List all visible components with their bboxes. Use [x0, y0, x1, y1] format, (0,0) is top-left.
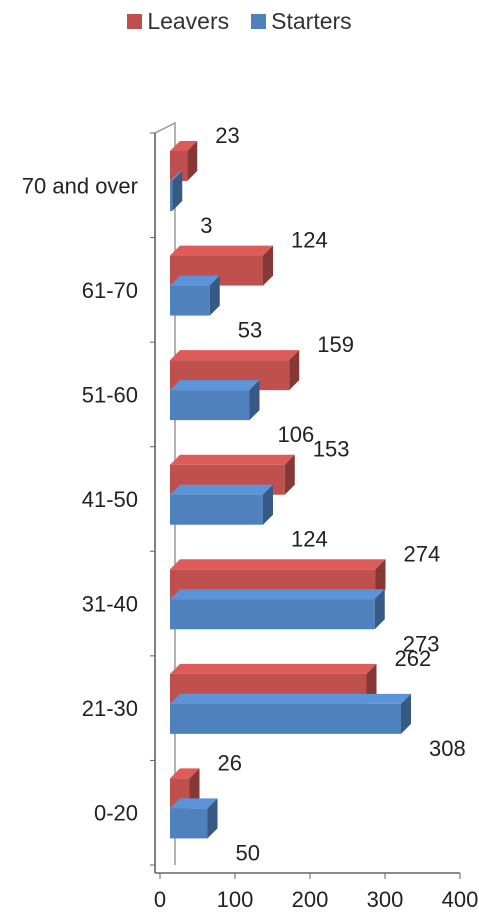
bar-top-leavers [170, 141, 198, 151]
data-label-leavers: 159 [317, 332, 354, 357]
bar-side-starters [249, 380, 260, 421]
data-label-leavers: 274 [404, 541, 441, 566]
bar-starters [170, 703, 401, 734]
data-label-leavers: 153 [313, 437, 350, 462]
bar-side-starters [172, 171, 183, 211]
bar-top-leavers [170, 768, 200, 779]
data-label-starters: 3 [200, 213, 212, 238]
bar-top-leavers [170, 245, 273, 256]
bar-starters [170, 390, 250, 421]
data-label-leavers: 124 [291, 228, 328, 253]
bar-top-starters [170, 798, 218, 809]
x-tick-label: 200 [292, 887, 329, 912]
data-label-leavers: 23 [215, 123, 239, 148]
bar-side-leavers [289, 350, 300, 391]
bar-top-starters [170, 171, 183, 181]
bar-top-starters [170, 275, 220, 286]
category-label: 31-40 [82, 592, 138, 617]
x-tick-label: 300 [367, 887, 404, 912]
data-label-starters: 50 [236, 840, 260, 865]
x-tick-label: 100 [217, 887, 254, 912]
bar-top-leavers [170, 559, 386, 570]
legend: Leavers Starters [0, 8, 479, 35]
bar-starters [170, 494, 263, 525]
legend-swatch-leavers [127, 14, 143, 29]
bar-side-starters [207, 798, 218, 839]
data-label-starters: 273 [403, 631, 440, 656]
bar-starters [170, 599, 375, 630]
category-label: 41-50 [82, 487, 138, 512]
legend-item-starters: Starters [251, 8, 352, 35]
data-label-leavers: 262 [395, 646, 432, 671]
x-tick-label: 400 [442, 887, 479, 912]
category-label: 0-20 [94, 801, 138, 826]
x-tick-label: 0 [154, 887, 166, 912]
bar-top-starters [170, 693, 411, 704]
bar-starters [170, 285, 210, 316]
bar-leavers [170, 151, 188, 181]
category-label: 70 and over [22, 173, 138, 198]
data-label-leavers: 26 [218, 750, 242, 775]
bar-top-starters [170, 589, 385, 600]
bar-side-leavers [187, 141, 198, 181]
bar-top-leavers [170, 454, 295, 465]
bar-top-starters [170, 484, 273, 495]
data-label-starters: 53 [238, 318, 262, 343]
legend-item-leavers: Leavers [127, 8, 229, 35]
legend-swatch-starters [251, 14, 267, 29]
bar-side-starters [374, 589, 385, 630]
legend-label-starters: Starters [271, 8, 352, 34]
bar-side-leavers [263, 245, 273, 286]
bar-side-starters [209, 275, 220, 316]
data-label-starters: 308 [429, 736, 466, 761]
bar-top-starters [170, 380, 260, 391]
bar-side-leavers [284, 454, 295, 495]
category-label: 61-70 [82, 278, 138, 303]
category-label: 51-60 [82, 382, 138, 407]
bar-side-starters [263, 484, 273, 525]
bar-top-leavers [170, 663, 377, 674]
category-label: 21-30 [82, 696, 138, 721]
bar-starters [170, 808, 208, 839]
bar-starters [170, 181, 173, 211]
bar-top-leavers [170, 350, 300, 361]
data-label-starters: 124 [291, 527, 328, 552]
legend-label-leavers: Leavers [147, 8, 230, 34]
bar-side-starters [401, 693, 411, 734]
data-label-starters: 106 [278, 422, 315, 447]
